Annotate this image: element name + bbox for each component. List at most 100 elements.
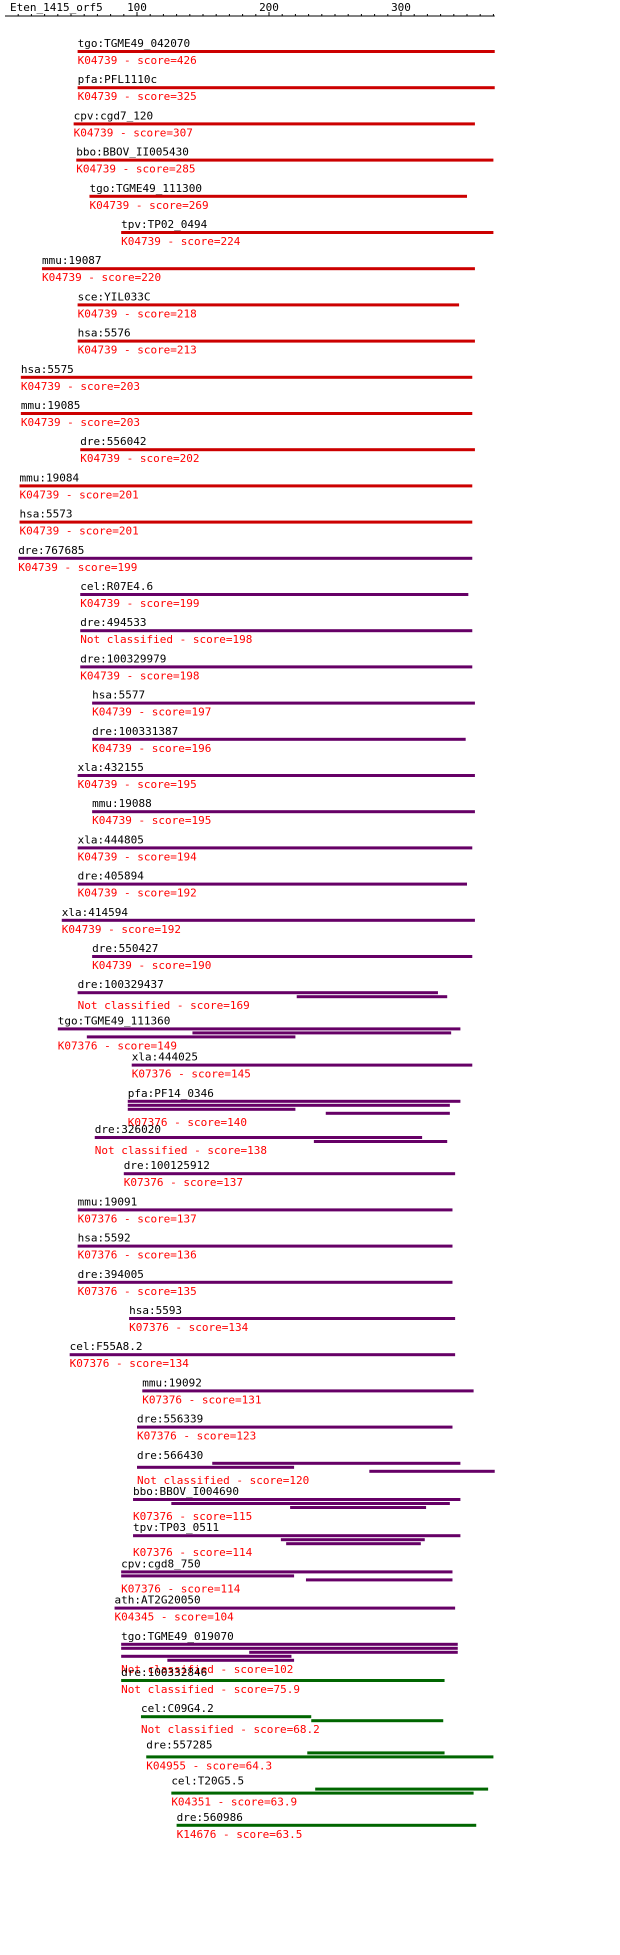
hit-id-label: cpv:cgd7_120: [74, 109, 153, 122]
hit-row: mmu:19088 K04739 - score=195: [92, 797, 475, 827]
hit-row: cel:R07E4.6 K04739 - score=199: [80, 580, 469, 610]
hit-segment: [121, 1574, 295, 1578]
hit-row: dre:550427 K04739 - score=190: [92, 942, 473, 972]
hit-row: tgo:TGME49_019070 Not classified - score=…: [121, 1630, 458, 1676]
hit-segment: [77, 86, 495, 90]
hit-id-label: hsa:5577: [92, 689, 145, 702]
hit-score-label: K04739 - score=325: [78, 90, 197, 103]
hit-row: hsa:5573 K04739 - score=201: [19, 508, 473, 538]
hit-segment: [286, 1542, 421, 1546]
hit-score-label: K04739 - score=426: [78, 54, 197, 67]
hit-segment: [77, 1244, 453, 1248]
hit-score-label: K04739 - score=195: [92, 814, 211, 827]
axis-tick-label: 100: [127, 1, 147, 14]
hit-id-label: bbo:BBOV_II005430: [76, 146, 189, 159]
hit-row: hsa:5577 K04739 - score=197: [92, 689, 475, 719]
hit-id-label: hsa:5593: [129, 1304, 182, 1317]
hit-segment: [73, 122, 475, 126]
hit-score-label: Not classified - score=169: [78, 999, 250, 1012]
hit-score-label: K04739 - score=224: [121, 235, 241, 248]
hit-score-label: K04739 - score=203: [21, 416, 140, 429]
hit-row: cel:F55A8.2 K07376 - score=134: [69, 1340, 456, 1370]
axis-tick-label: 300: [391, 1, 411, 14]
axis-tick-label: 200: [259, 1, 279, 14]
hit-id-label: xla:432155: [78, 761, 144, 774]
hit-score-label: K04739 - score=220: [42, 271, 161, 284]
hit-score-label: K04739 - score=307: [74, 126, 193, 139]
hit-segment: [121, 1679, 445, 1682]
hit-id-label: sce:YIL033C: [78, 290, 151, 303]
hit-segment: [137, 1425, 453, 1429]
hit-segment: [171, 1502, 450, 1505]
hit-segment: [77, 1208, 453, 1212]
hit-id-label: dre:560986: [177, 1811, 243, 1824]
hit-row: hsa:5575 K04739 - score=203: [20, 363, 473, 393]
hit-score-label: Not classified - score=102: [121, 1663, 293, 1676]
hit-id-label: tgo:TGME49_111360: [58, 1014, 171, 1027]
hit-segment: [121, 1642, 458, 1646]
hit-segment: [19, 484, 473, 488]
hit-row: tgo:TGME49_042070 K04739 - score=426: [77, 37, 495, 67]
hit-score-label: K07376 - score=137: [124, 1176, 243, 1189]
hit-id-label: mmu:19091: [78, 1195, 138, 1208]
hit-segment: [127, 1107, 296, 1111]
hit-segment: [146, 1755, 494, 1759]
hit-segment: [121, 231, 494, 234]
hit-row: pfa:PF14_0346 K07376 - score=140: [127, 1087, 461, 1129]
hit-score-label: K04739 - score=199: [80, 597, 199, 610]
hit-score-label: K04739 - score=202: [80, 452, 199, 465]
hit-score-label: K04739 - score=195: [78, 778, 197, 791]
hit-segment: [77, 50, 495, 53]
hit-score-label: K07376 - score=137: [78, 1212, 197, 1225]
hit-row: dre:100331387 K04739 - score=196: [92, 725, 466, 755]
hit-segment: [77, 339, 475, 343]
hit-segment: [123, 1172, 456, 1176]
hit-id-label: dre:394005: [78, 1268, 144, 1281]
hit-row: cpv:cgd7_120 K04739 - score=307: [73, 109, 475, 139]
hit-id-label: tgo:TGME49_042070: [78, 37, 191, 50]
hit-segment: [92, 810, 475, 814]
hit-id-label: mmu:19088: [92, 797, 152, 810]
hit-segment: [92, 701, 475, 705]
hit-segment: [121, 1570, 453, 1574]
hit-score-label: K07376 - score=145: [132, 1068, 251, 1081]
hit-segment: [18, 556, 473, 560]
hit-row: bbo:BBOV_I004690 K07376 - score=115: [133, 1485, 461, 1523]
hit-row: xla:444805 K04739 - score=194: [77, 833, 473, 863]
hit-segment: [61, 918, 475, 922]
hit-id-label: pfa:PFL1110c: [78, 73, 157, 86]
hit-score-label: K07376 - score=114: [121, 1582, 241, 1595]
hit-score-label: K04351 - score=63.9: [171, 1796, 297, 1809]
hit-list: tgo:TGME49_042070 K04739 - score=426 pfa:P…: [18, 37, 495, 1841]
hit-id-label: hsa:5592: [78, 1232, 131, 1245]
hit-id-label: ath:AT2G20050: [115, 1594, 201, 1607]
hit-score-label: K04739 - score=213: [78, 344, 197, 357]
hit-score-label: K04739 - score=285: [76, 163, 195, 176]
hit-segment: [127, 1099, 461, 1103]
hit-id-label: pfa:PF14_0346: [128, 1087, 214, 1100]
hit-row: bbo:BBOV_II005430 K04739 - score=285: [76, 146, 494, 176]
hit-row: xla:432155 K04739 - score=195: [77, 761, 475, 791]
hit-segment: [171, 1791, 474, 1795]
hit-segment: [296, 995, 448, 999]
hit-segment: [121, 1654, 292, 1658]
hit-segment: [77, 774, 475, 777]
hit-row: dre:566430 Not classified - score=120: [137, 1449, 495, 1487]
hit-segment: [313, 1140, 448, 1143]
hit-row: dre:494533 Not classified - score=198: [80, 616, 473, 646]
hit-segment: [121, 1646, 458, 1650]
hit-id-label: cel:C09G4.2: [141, 1702, 214, 1715]
hit-id-label: dre:405894: [78, 870, 145, 883]
hit-segment: [369, 1469, 495, 1473]
hit-segment: [142, 1389, 474, 1393]
hit-row: pfa:PFL1110c K04739 - score=325: [77, 73, 495, 103]
hit-row: mmu:19084 K04739 - score=201: [19, 471, 473, 501]
hit-id-label: hsa:5575: [21, 363, 74, 376]
hit-id-label: mmu:19084: [20, 471, 80, 484]
hit-id-label: dre:100125912: [124, 1159, 210, 1172]
hit-row: tgo:TGME49_111360 K07376 - score=149: [57, 1014, 461, 1052]
hit-row: dre:556339 K07376 - score=123: [137, 1413, 453, 1443]
hit-id-label: mmu:19085: [21, 399, 81, 412]
hit-id-label: dre:550427: [92, 942, 158, 955]
